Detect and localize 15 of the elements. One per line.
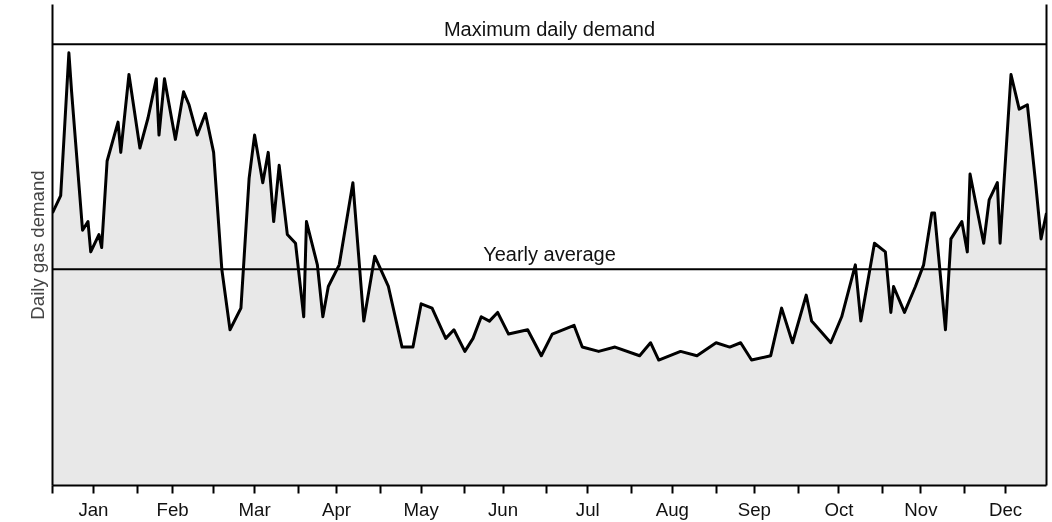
ref-line-label: Maximum daily demand xyxy=(443,18,656,41)
x-tick-label: Apr xyxy=(321,498,352,520)
x-tick-label: Sep xyxy=(737,498,771,520)
x-tick-label: Dec xyxy=(988,498,1023,520)
y-axis-title: Daily gas demand xyxy=(26,170,48,320)
ref-line-label: Yearly average xyxy=(483,243,616,266)
x-tick-label: Mar xyxy=(238,498,271,520)
x-tick-label: Nov xyxy=(904,498,939,520)
x-tick-label: Jul xyxy=(575,498,600,520)
x-tick-label: Oct xyxy=(824,498,855,520)
x-tick-label: Jan xyxy=(78,498,109,520)
x-tick-label: May xyxy=(403,498,440,520)
x-tick-label: Feb xyxy=(156,498,189,520)
x-tick-label: Aug xyxy=(655,498,689,520)
x-tick-label: Jun xyxy=(488,498,519,520)
